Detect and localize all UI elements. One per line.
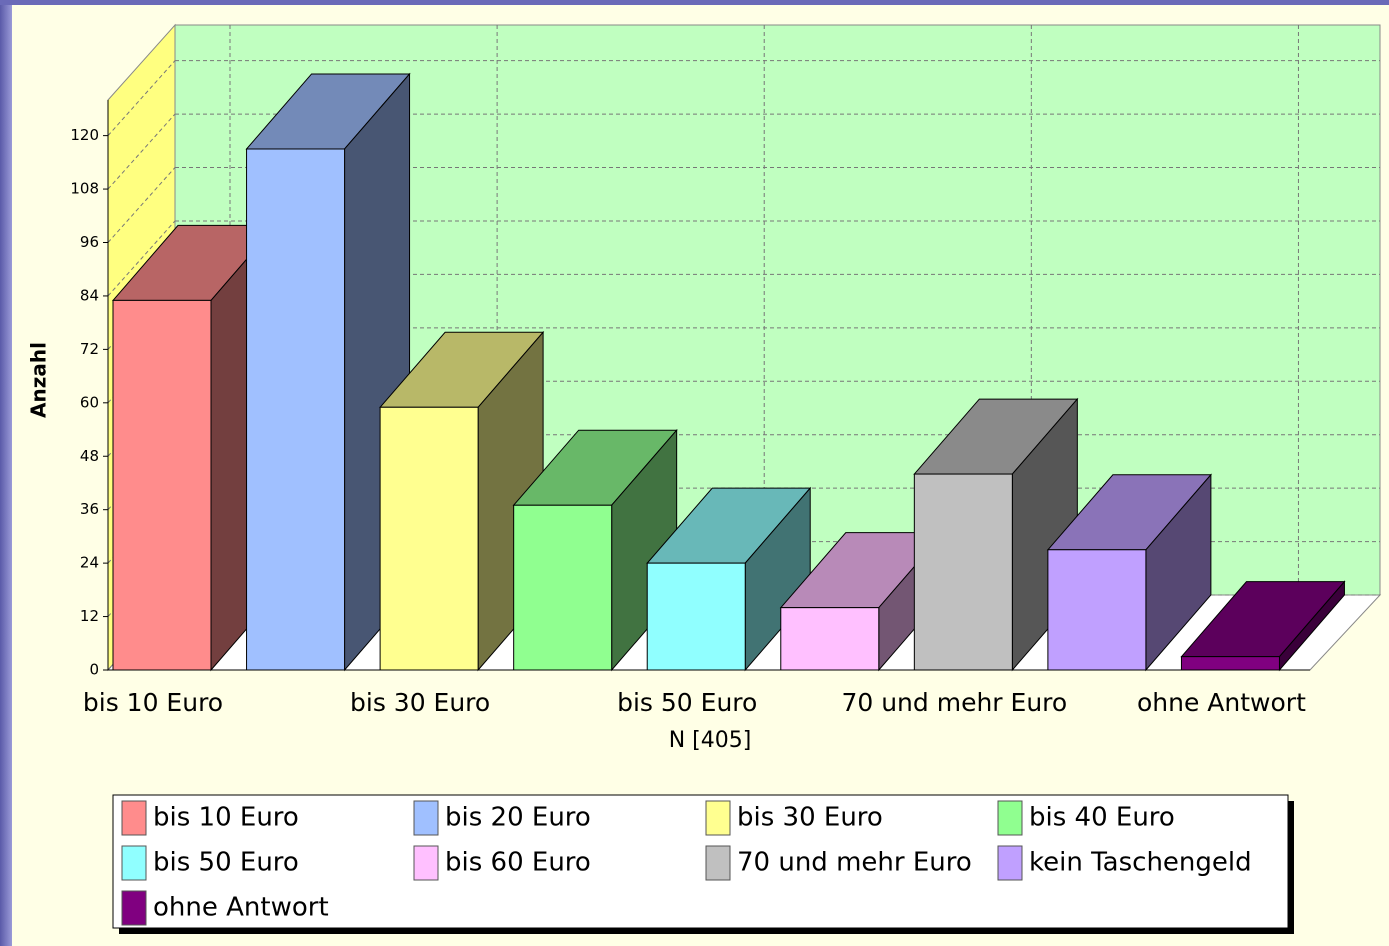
bar <box>246 148 346 671</box>
grid-line-side <box>107 167 176 243</box>
legend-label: bis 40 Euro <box>1029 803 1175 833</box>
bar <box>1180 656 1280 671</box>
legend-label: 70 und mehr Euro <box>737 848 972 878</box>
frame-top <box>0 0 1389 5</box>
grid-line-side <box>107 220 176 297</box>
legend-swatch <box>705 800 731 836</box>
y-tick-label: 12 <box>80 607 99 625</box>
x-tick-label: bis 10 Euro <box>83 688 223 717</box>
legend-swatch <box>997 800 1023 836</box>
y-tick-label: 36 <box>80 500 99 518</box>
y-tick-label: 84 <box>80 286 99 304</box>
bar <box>112 299 212 671</box>
x-tick-label: bis 50 Euro <box>617 688 757 717</box>
legend-label: bis 20 Euro <box>445 803 591 833</box>
legend-label: kein Taschengeld <box>1029 848 1252 878</box>
legend-swatch <box>413 845 439 881</box>
plot: 0 12 24 36 48 60 72 84 96 108 120 <box>70 23 1382 679</box>
legend-label: bis 60 Euro <box>445 848 591 878</box>
legend-swatch <box>413 800 439 836</box>
bar <box>379 406 479 671</box>
x-tick-label: ohne Antwort <box>1137 688 1306 717</box>
y-tick-label: 96 <box>80 233 99 251</box>
x-tick-label: 70 und mehr Euro <box>841 688 1067 717</box>
y-tick-label: 108 <box>70 180 99 198</box>
legend-swatch <box>705 845 731 881</box>
legend-swatch <box>121 800 147 836</box>
legend-label: bis 50 Euro <box>153 848 299 878</box>
y-tick-label: 48 <box>80 447 99 465</box>
bar <box>913 473 1013 671</box>
bar <box>1047 549 1147 671</box>
y-tick-label: 72 <box>80 340 99 358</box>
legend-swatch <box>121 845 147 881</box>
frame-left <box>0 0 12 946</box>
bar <box>780 607 880 671</box>
legend-swatch <box>997 845 1023 881</box>
bar <box>513 504 613 671</box>
legend <box>112 794 1289 929</box>
grid-line-side <box>107 113 176 190</box>
y-tick-label: 24 <box>80 554 99 572</box>
legend-label: bis 30 Euro <box>737 803 883 833</box>
y-tick-label: 60 <box>80 393 99 411</box>
x-tick-label: bis 30 Euro <box>350 688 490 717</box>
grid-line-side <box>107 60 176 136</box>
y-tick-label: 120 <box>70 126 99 144</box>
y-tick-label: 0 <box>89 661 99 679</box>
bar <box>646 562 746 671</box>
legend-items: bis 10 Euro bis 20 Euro bis 30 Euro bis 40 … <box>121 800 1252 926</box>
legend-swatch <box>121 890 147 926</box>
legend-label: ohne Antwort <box>153 893 329 923</box>
x-axis-label: N [405] <box>669 728 752 753</box>
y-axis-label: Anzahl <box>27 342 51 418</box>
legend-label: bis 10 Euro <box>153 803 299 833</box>
